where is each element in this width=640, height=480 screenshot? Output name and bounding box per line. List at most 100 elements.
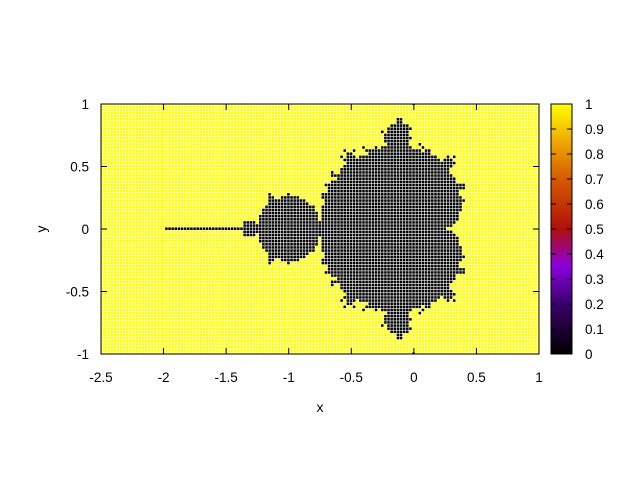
- heatmap-cell: [243, 321, 246, 324]
- heatmap-cell: [443, 264, 447, 268]
- heatmap-cell: [165, 289, 168, 293]
- heatmap-cell: [390, 352, 393, 354]
- heatmap-cell: [490, 268, 494, 271]
- heatmap-cell: [393, 296, 397, 299]
- heatmap-cell: [440, 346, 443, 349]
- heatmap-cell: [330, 311, 334, 315]
- heatmap-cell: [218, 305, 221, 309]
- heatmap-cell: [456, 311, 459, 315]
- heatmap-cell: [537, 352, 539, 354]
- heatmap-cell: [390, 261, 393, 265]
- heatmap-cell: [249, 286, 253, 290]
- heatmap-cell: [265, 255, 268, 259]
- heatmap-cell: [437, 258, 440, 262]
- heatmap-cell: [406, 283, 409, 287]
- heatmap-cell: [446, 346, 450, 349]
- heatmap-cell: [402, 305, 406, 309]
- heatmap-cell: [409, 286, 412, 290]
- heatmap-cell: [293, 336, 296, 340]
- heatmap-cell: [443, 252, 447, 255]
- heatmap-cell: [240, 230, 243, 234]
- heatmap-cell: [396, 239, 400, 243]
- heatmap-cell: [474, 343, 478, 346]
- heatmap-cell: [506, 296, 509, 299]
- heatmap-cell: [534, 296, 537, 299]
- heatmap-cell: [452, 243, 456, 246]
- heatmap-cell: [534, 280, 537, 284]
- heatmap-cell: [412, 268, 415, 271]
- heatmap-cell: [396, 352, 400, 354]
- heatmap-cell: [359, 302, 362, 305]
- heatmap-cell: [237, 324, 240, 327]
- heatmap-cell: [474, 321, 478, 324]
- heatmap-cell: [240, 299, 243, 302]
- heatmap-cell: [321, 321, 325, 324]
- heatmap-cell: [518, 302, 522, 305]
- heatmap-cell: [503, 299, 506, 302]
- heatmap-cell: [406, 352, 409, 354]
- heatmap-cell: [409, 274, 412, 277]
- heatmap-cell: [446, 289, 450, 293]
- heatmap-cell: [271, 324, 275, 327]
- heatmap-cell: [456, 286, 459, 290]
- heatmap-cell: [252, 302, 256, 305]
- heatmap-cell: [287, 249, 290, 252]
- heatmap-cell: [227, 314, 231, 318]
- heatmap-cell: [208, 283, 212, 287]
- heatmap-cell: [427, 255, 431, 259]
- heatmap-cell: [293, 255, 296, 259]
- heatmap-cell: [277, 268, 281, 271]
- heatmap-cell: [287, 239, 290, 243]
- heatmap-cell: [240, 252, 243, 255]
- heatmap-cell: [346, 299, 350, 302]
- heatmap-cell: [365, 314, 368, 318]
- heatmap-cell: [399, 314, 403, 318]
- heatmap-cell: [318, 286, 321, 290]
- heatmap-cell: [409, 346, 412, 349]
- heatmap-cell: [202, 283, 206, 287]
- heatmap-cell: [399, 255, 403, 259]
- heatmap-cell: [496, 314, 500, 318]
- heatmap-cell: [355, 336, 359, 340]
- heatmap-cell: [330, 305, 334, 309]
- heatmap-cell: [212, 293, 215, 296]
- heatmap-cell: [387, 280, 390, 284]
- heatmap-cell: [168, 327, 171, 330]
- heatmap-cell: [246, 305, 250, 309]
- heatmap-cell: [318, 280, 321, 284]
- heatmap-cell: [343, 268, 346, 271]
- heatmap-cell: [387, 343, 390, 346]
- heatmap-cell: [321, 296, 325, 299]
- heatmap-cell: [449, 268, 453, 271]
- heatmap-cell: [362, 302, 365, 305]
- heatmap-cell: [409, 330, 412, 334]
- heatmap-cell: [255, 268, 259, 271]
- heatmap-cell: [531, 343, 534, 346]
- heatmap-cell: [393, 252, 397, 255]
- heatmap-cell: [190, 333, 193, 337]
- heatmap-cell: [377, 349, 381, 352]
- heatmap-cell: [249, 280, 253, 284]
- heatmap-cell: [274, 321, 278, 324]
- heatmap-cell: [221, 299, 224, 302]
- heatmap-cell: [528, 252, 531, 255]
- heatmap-cell: [528, 318, 531, 321]
- heatmap-cell: [337, 349, 340, 352]
- heatmap-cell: [343, 330, 346, 334]
- heatmap-cell: [509, 239, 512, 243]
- heatmap-cell: [440, 268, 443, 271]
- heatmap-cell: [481, 227, 484, 230]
- heatmap-cell: [512, 239, 515, 243]
- heatmap-cell: [280, 314, 284, 318]
- heatmap-cell: [274, 343, 278, 346]
- heatmap-cell: [321, 343, 325, 346]
- heatmap-cell: [384, 277, 387, 280]
- heatmap-cell: [346, 343, 350, 346]
- heatmap-cell: [162, 299, 165, 302]
- heatmap-cell: [265, 293, 268, 296]
- heatmap-cell: [518, 296, 522, 299]
- heatmap-cell: [437, 252, 440, 255]
- heatmap-cell: [280, 343, 284, 346]
- heatmap-cell: [233, 283, 237, 287]
- heatmap-cell: [443, 280, 447, 284]
